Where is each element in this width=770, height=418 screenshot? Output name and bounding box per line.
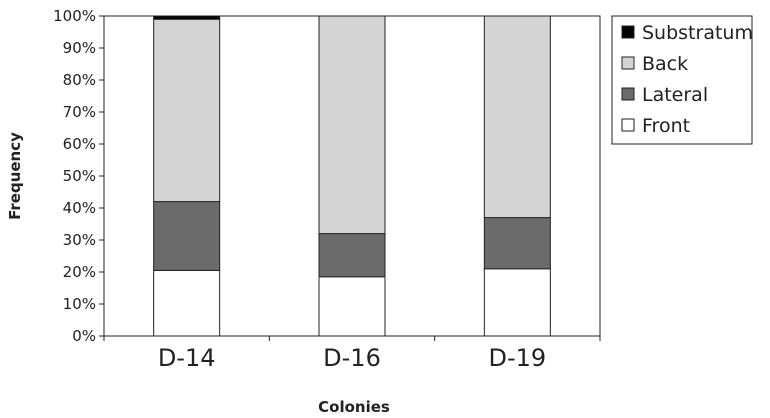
bar-back-d-19 (483, 15, 551, 219)
y-tick-label: 10% (63, 295, 96, 313)
legend-label-front: Front (642, 115, 690, 137)
legend-swatch-front (621, 118, 635, 132)
y-tick-label: 50% (63, 167, 96, 185)
y-tick-label: 40% (63, 199, 96, 217)
bar-back-d-14 (153, 18, 221, 203)
bars (153, 15, 551, 337)
y-tick-label: 0% (72, 327, 96, 345)
y-tick-label: 70% (63, 103, 96, 121)
y-tick-label: 20% (63, 263, 96, 281)
x-tick-label: D-16 (323, 344, 381, 372)
legend-swatch-lateral (621, 87, 635, 101)
y-axis-label: Frequency (6, 132, 24, 220)
y-tick-label: 80% (63, 71, 96, 89)
y-tick-label: 30% (63, 231, 96, 249)
y-axis: 0% 10% 20% 30% 40% 50% 60% 70% 80% 90% 100% (53, 7, 104, 345)
bar-front-d-16 (318, 276, 386, 337)
bar-lateral-d-16 (318, 233, 386, 278)
legend-swatch-substratum (621, 25, 635, 39)
x-axis-label: Colonies (318, 398, 390, 416)
bar-lateral-d-19 (483, 217, 551, 270)
y-tick-label: 100% (53, 7, 96, 25)
legend-box (611, 15, 753, 145)
bar-substratum-d-14 (153, 15, 221, 20)
bar-front-d-19 (483, 268, 551, 337)
y-tick-label: 60% (63, 135, 96, 153)
y-tick-label: 90% (63, 39, 96, 57)
bar-front-d-14 (153, 269, 221, 337)
x-tick-label: D-14 (158, 344, 216, 372)
legend-label-substratum: Substratum (642, 22, 753, 44)
legend-label-lateral: Lateral (642, 84, 708, 106)
bar-back-d-16 (318, 15, 386, 235)
legend: Substratum Back Lateral Front (611, 15, 753, 145)
legend-label-back: Back (642, 53, 688, 75)
legend-swatch-back (621, 56, 635, 70)
bar-lateral-d-14 (153, 201, 221, 271)
x-axis: D-14 D-16 D-19 (103, 336, 601, 372)
x-tick-label: D-19 (488, 344, 546, 372)
